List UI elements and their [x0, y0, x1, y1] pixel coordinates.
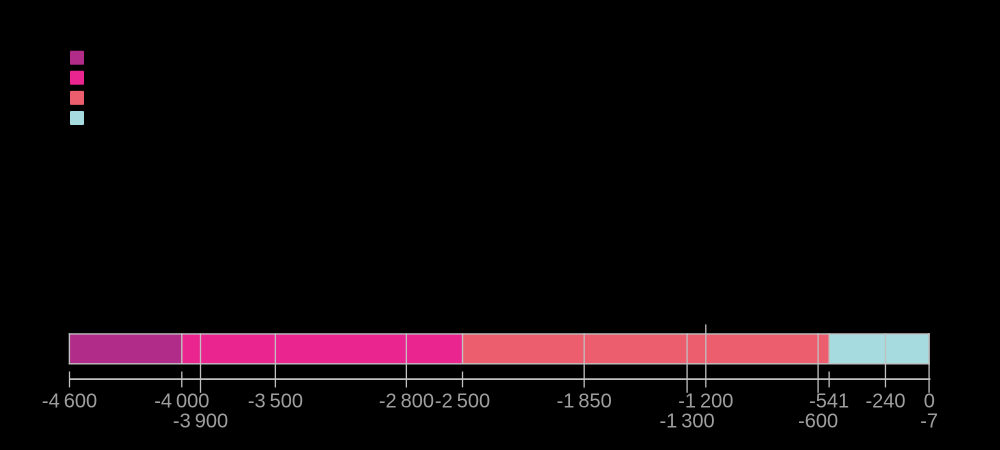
svg-text:-1 200: -1 200	[678, 391, 733, 413]
svg-text:-7: -7	[920, 411, 938, 433]
svg-text:-3 900: -3 900	[173, 411, 228, 433]
svg-text:-4 600: -4 600	[42, 391, 97, 413]
svg-text:-600: -600	[798, 411, 838, 433]
svg-text:-2 800: -2 800	[379, 391, 434, 413]
svg-text:-4 000: -4 000	[154, 391, 209, 413]
svg-text:-240: -240	[865, 391, 905, 413]
svg-text:0: 0	[924, 391, 935, 413]
svg-text:-2 500: -2 500	[435, 391, 490, 413]
svg-text:-1 850: -1 850	[557, 391, 612, 413]
svg-text:-1 300: -1 300	[660, 411, 715, 433]
svg-text:-3 500: -3 500	[248, 391, 303, 413]
svg-text:-541: -541	[809, 391, 849, 413]
